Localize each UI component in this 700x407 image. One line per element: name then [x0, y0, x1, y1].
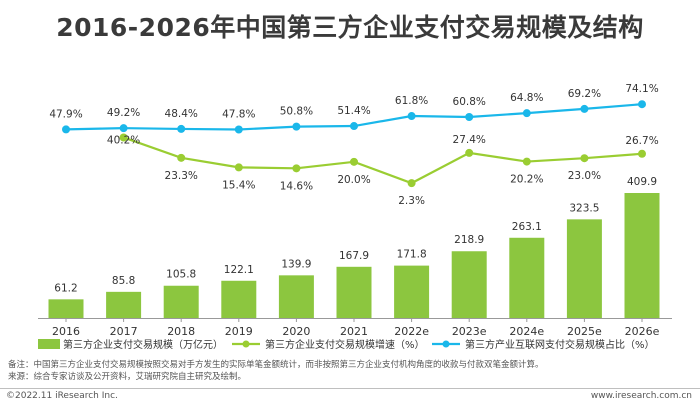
share-point: [350, 122, 358, 131]
growth-point: [292, 164, 301, 173]
legend-growth-marker: [242, 340, 250, 348]
bar-value-label: 61.2: [54, 282, 77, 294]
legend-growth-label: 第三方企业支付交易规模增速（%）: [265, 338, 425, 351]
growth-data-label: 14.6%: [280, 180, 313, 192]
x-axis-tick-label: 2026e: [625, 325, 660, 338]
bar: [566, 219, 602, 318]
bar-value-label: 85.8: [112, 275, 135, 287]
bar-value-label: 105.8: [166, 269, 196, 281]
share-data-label: 47.9%: [49, 108, 82, 120]
bar: [394, 265, 430, 318]
growth-point: [177, 153, 186, 162]
share-data-label: 48.4%: [165, 108, 198, 120]
x-axis-tick-label: 2018: [167, 325, 195, 338]
x-axis-tick-label: 2025e: [567, 325, 602, 338]
bar-value-label: 171.8: [397, 249, 427, 261]
bar: [278, 275, 314, 318]
share-point: [177, 124, 186, 133]
bar-value-label: 218.9: [454, 234, 484, 246]
bar: [624, 193, 660, 318]
share-data-label: 47.8%: [222, 108, 255, 120]
share-data-label: 74.1%: [625, 83, 658, 95]
share-point: [580, 104, 589, 113]
bar: [48, 299, 84, 318]
growth-data-label: 2.3%: [398, 195, 425, 207]
bar-value-label: 263.1: [512, 221, 542, 233]
footer-divider: [0, 388, 700, 389]
source-text: 来源：综合专家访谈及公开资料，艾瑞研究院自主研究及绘制。: [8, 372, 247, 382]
share-point: [407, 112, 416, 121]
bar-value-label: 122.1: [224, 264, 254, 276]
growth-point: [350, 157, 358, 166]
combo-chart: 61.2 85.8 105.8 122.1 139.9 167.9 171.8 218.9 26…: [38, 83, 672, 351]
growth-point: [638, 149, 646, 158]
bar: [509, 237, 545, 318]
x-axis-tick-label: 2024e: [509, 325, 544, 338]
growth-series-line: [123, 136, 643, 185]
share-data-label: 51.4%: [337, 105, 370, 117]
website: www.iresearch.com.cn: [590, 391, 692, 401]
growth-point: [465, 148, 474, 157]
growth-data-label: 27.4%: [453, 134, 486, 146]
growth-data-label: 40.2%: [107, 135, 140, 147]
x-axis-tick-label: 2021: [340, 325, 368, 338]
x-axis-tick-label: 2019: [225, 325, 253, 338]
bar-value-label: 167.9: [339, 250, 369, 262]
bar: [163, 285, 199, 318]
growth-point: [407, 179, 416, 188]
bar-value-label: 409.9: [627, 176, 657, 188]
chart-title: 2016-2026年中国第三方企业支付交易规模及结构: [56, 13, 644, 42]
share-point: [522, 109, 531, 118]
growth-point: [522, 157, 531, 166]
bar: [451, 251, 487, 318]
share-data-label: 60.8%: [453, 96, 486, 108]
bar: [336, 266, 372, 318]
x-axis-tick-label: 2016: [52, 325, 80, 338]
growth-data-label: 23.0%: [568, 170, 601, 182]
growth-point: [234, 163, 243, 172]
growth-data-label: 23.3%: [165, 170, 198, 182]
share-point: [638, 100, 646, 109]
bar-value-label: 139.9: [281, 258, 311, 270]
growth-point: [580, 154, 589, 163]
legend-share-marker: [442, 340, 450, 348]
growth-data-label: 20.2%: [510, 174, 543, 186]
legend-bar-swatch: [38, 339, 60, 349]
share-data-label: 50.8%: [280, 106, 313, 118]
share-point: [62, 125, 70, 134]
copyright: ©2022.11 iResearch Inc.: [6, 391, 118, 401]
bar-value-label: 323.5: [569, 202, 599, 214]
x-axis-tick-label: 2023e: [452, 325, 487, 338]
bar: [106, 291, 142, 318]
notes-block: 备注：中国第三方企业支付交易规模按照交易对手方发生的实际单笔金额统计，而非按照第…: [8, 359, 544, 383]
growth-data-label: 26.7%: [625, 135, 658, 147]
share-point: [465, 112, 474, 121]
share-data-label: 49.2%: [107, 107, 140, 119]
growth-point: [119, 133, 128, 142]
share-point: [234, 125, 243, 134]
share-point: [292, 122, 301, 131]
x-axis-tick-label: 2020: [282, 325, 310, 338]
legend-share-label: 第三方产业互联网支付交易规模占比（%）: [465, 338, 655, 351]
x-axis-tick-label: 2022e: [394, 325, 429, 338]
share-data-label: 69.2%: [568, 88, 601, 100]
share-point: [119, 124, 128, 133]
x-axis-tick-label: 2017: [110, 325, 138, 338]
growth-data-label: 15.4%: [222, 179, 255, 191]
share-data-label: 64.8%: [510, 92, 543, 104]
note-text: 备注：中国第三方企业支付交易规模按照交易对手方发生的实际单笔金额统计，而非按照第…: [8, 360, 544, 370]
bar: [221, 280, 257, 318]
legend-bar-label: 第三方企业支付交易规模（万亿元）: [63, 338, 223, 351]
growth-data-label: 20.0%: [337, 174, 370, 186]
share-data-label: 61.8%: [395, 95, 428, 107]
